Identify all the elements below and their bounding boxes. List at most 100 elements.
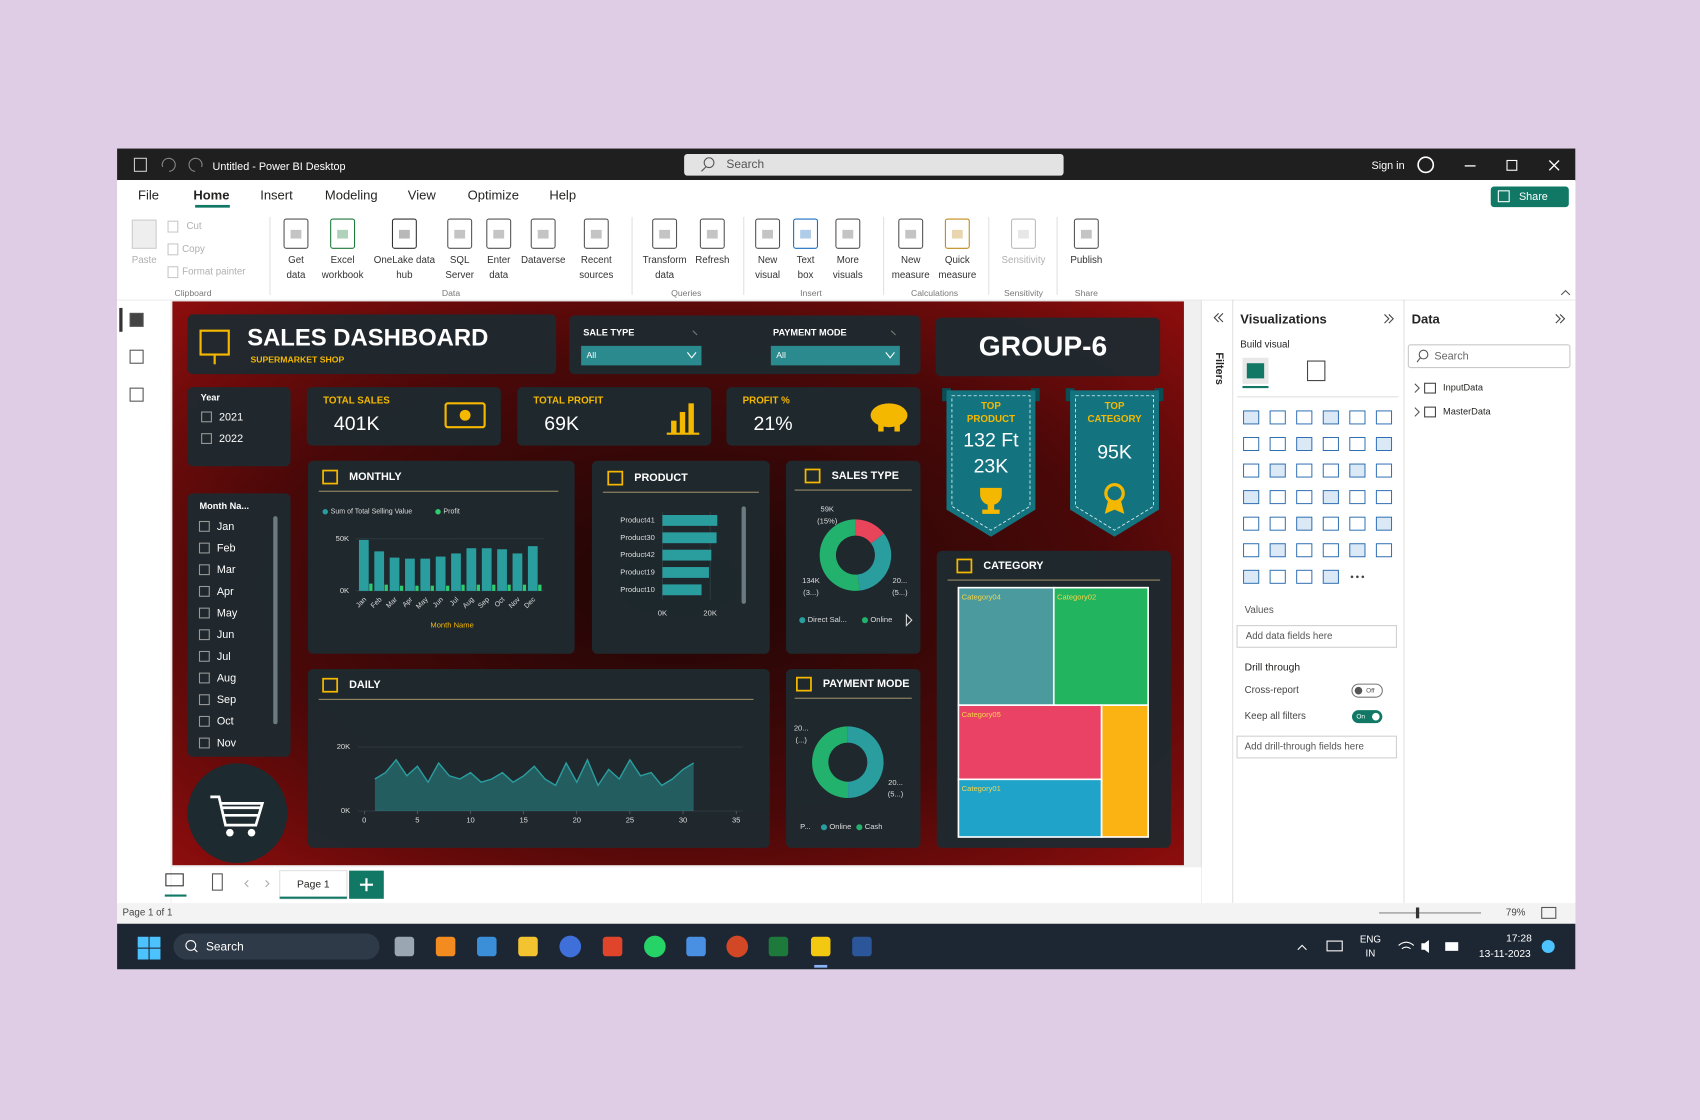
menu-tab[interactable]: Optimize bbox=[468, 188, 519, 203]
menu-tab[interactable]: File bbox=[138, 188, 159, 203]
ribbon-button[interactable]: data bbox=[655, 270, 675, 281]
ribbon-button[interactable]: data bbox=[489, 270, 509, 281]
ribbon-button[interactable]: Transform bbox=[643, 255, 687, 266]
format-visual-icon[interactable] bbox=[1306, 360, 1326, 382]
visual-icon[interactable] bbox=[1349, 410, 1366, 425]
visual-icon[interactable] bbox=[1349, 490, 1366, 505]
ribbon-button[interactable]: Refresh bbox=[695, 255, 729, 266]
ribbon-button[interactable]: data bbox=[286, 270, 306, 281]
search-box[interactable] bbox=[684, 153, 1064, 176]
visual-icon[interactable] bbox=[1322, 516, 1339, 531]
ribbon-button[interactable]: Dataverse bbox=[521, 255, 565, 266]
ribbon-button[interactable]: Enter bbox=[487, 255, 511, 266]
nav-icon[interactable] bbox=[129, 312, 144, 327]
visual-icon[interactable] bbox=[1349, 516, 1366, 531]
visual-icon[interactable] bbox=[1349, 436, 1366, 451]
visual-icon[interactable] bbox=[1296, 543, 1313, 558]
field-well[interactable] bbox=[1236, 735, 1397, 759]
ribbon-button[interactable]: Quick bbox=[945, 255, 970, 266]
menu-tab[interactable]: View bbox=[408, 188, 437, 203]
checkbox[interactable] bbox=[198, 672, 210, 684]
taskbar-app[interactable] bbox=[394, 936, 415, 957]
slicer-option[interactable]: Feb bbox=[217, 542, 236, 554]
slicer-option[interactable]: Mar bbox=[217, 564, 236, 576]
checkbox[interactable] bbox=[198, 564, 210, 576]
visual-icon[interactable] bbox=[1269, 569, 1286, 584]
slicer-option[interactable]: Jun bbox=[217, 629, 234, 641]
ribbon-button[interactable]: measure bbox=[938, 270, 976, 281]
checkbox[interactable] bbox=[198, 585, 210, 597]
mobile-view-icon[interactable] bbox=[211, 873, 223, 891]
page-tab-label[interactable]: Page 1 bbox=[297, 879, 330, 890]
visual-icon[interactable] bbox=[1296, 436, 1313, 451]
ribbon-button[interactable]: Format painter bbox=[182, 267, 246, 278]
start-button[interactable] bbox=[137, 948, 149, 960]
checkbox[interactable] bbox=[198, 650, 210, 662]
visual-icon[interactable] bbox=[1322, 490, 1339, 505]
taskbar-app[interactable] bbox=[810, 936, 831, 957]
taskbar-search-label[interactable]: Search bbox=[206, 940, 244, 954]
visual-icon[interactable] bbox=[1243, 436, 1260, 451]
visual-icon[interactable] bbox=[1322, 463, 1339, 478]
restore-button[interactable] bbox=[1506, 159, 1518, 171]
visual-icon[interactable] bbox=[1322, 410, 1339, 425]
checkbox[interactable] bbox=[198, 737, 210, 749]
ribbon-button[interactable]: SQL bbox=[450, 255, 470, 266]
ribbon-button[interactable]: New bbox=[901, 255, 921, 266]
visual-icon[interactable] bbox=[1349, 543, 1366, 558]
taskbar-app[interactable] bbox=[644, 935, 666, 958]
ribbon-button[interactable]: OneLake data bbox=[374, 255, 436, 266]
ribbon-button[interactable]: Cut bbox=[186, 221, 201, 232]
data-search[interactable] bbox=[1407, 344, 1571, 369]
visual-icon[interactable] bbox=[1243, 543, 1260, 558]
slicer-value[interactable]: All bbox=[776, 350, 786, 360]
checkbox[interactable] bbox=[198, 694, 210, 706]
close-button[interactable] bbox=[1548, 160, 1560, 171]
visual-icon[interactable] bbox=[1349, 463, 1366, 478]
slicer-option[interactable]: Oct bbox=[217, 716, 234, 728]
ribbon-button[interactable]: visuals bbox=[833, 270, 863, 281]
checkbox[interactable] bbox=[198, 607, 210, 619]
checkbox[interactable] bbox=[198, 715, 210, 727]
slicer-dropdown[interactable] bbox=[581, 345, 702, 366]
slicer-option[interactable]: Nov bbox=[217, 737, 237, 749]
visual-icon[interactable] bbox=[1296, 516, 1313, 531]
share-label[interactable]: Share bbox=[1519, 191, 1548, 203]
visual-icon[interactable] bbox=[1322, 436, 1339, 451]
ribbon-button[interactable]: Publish bbox=[1070, 255, 1102, 266]
start-button[interactable] bbox=[149, 948, 161, 960]
visual-icon[interactable] bbox=[1269, 436, 1286, 451]
visual-icon[interactable] bbox=[1375, 543, 1393, 558]
ribbon-button[interactable]: Server bbox=[445, 270, 474, 281]
visual-icon[interactable] bbox=[1375, 463, 1393, 478]
visual-icon[interactable] bbox=[1243, 463, 1260, 478]
taskbar-app[interactable] bbox=[518, 936, 538, 957]
visual-icon[interactable] bbox=[1243, 410, 1260, 425]
filters-label[interactable]: Filters bbox=[1213, 352, 1225, 384]
visual-icon[interactable] bbox=[1296, 463, 1313, 478]
visual-icon[interactable] bbox=[1375, 490, 1393, 505]
notification-badge[interactable] bbox=[1541, 940, 1555, 954]
slicer-option[interactable]: Jan bbox=[217, 521, 234, 533]
start-button[interactable] bbox=[137, 936, 149, 948]
sign-in[interactable]: Sign in bbox=[1371, 160, 1404, 172]
slicer-option[interactable]: 2021 bbox=[219, 411, 243, 423]
menu-tab[interactable]: Insert bbox=[260, 188, 293, 203]
taskbar-app[interactable] bbox=[477, 936, 497, 957]
taskbar-search[interactable] bbox=[173, 933, 380, 960]
fit-page-icon[interactable] bbox=[1541, 906, 1557, 919]
visual-icon[interactable] bbox=[1269, 463, 1286, 478]
ribbon-button[interactable]: hub bbox=[396, 270, 413, 281]
taskbar-app[interactable] bbox=[852, 936, 872, 957]
ribbon-button[interactable]: visual bbox=[755, 270, 780, 281]
share-button[interactable] bbox=[1490, 186, 1569, 208]
visual-icon[interactable] bbox=[1269, 543, 1286, 558]
slicer-dropdown[interactable] bbox=[770, 345, 900, 366]
slicer-option[interactable]: Apr bbox=[217, 586, 234, 598]
table-name[interactable]: MasterData bbox=[1443, 406, 1491, 416]
ribbon-button[interactable]: workbook bbox=[321, 270, 364, 281]
visual-icon[interactable] bbox=[1269, 516, 1286, 531]
visual-icon[interactable] bbox=[1269, 410, 1286, 425]
ribbon-button[interactable]: Recent bbox=[581, 255, 612, 266]
ribbon-button[interactable]: box bbox=[798, 270, 814, 281]
